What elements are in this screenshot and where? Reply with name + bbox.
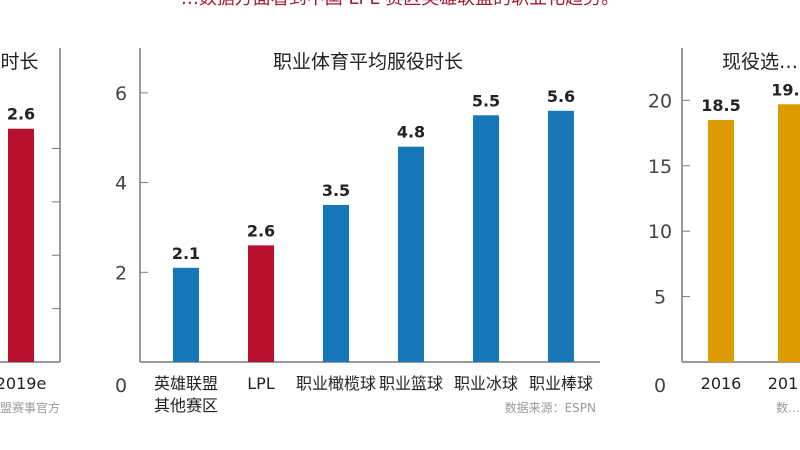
middle-bar (548, 110, 574, 362)
chart-left: …时长 2019e 2.6 …盟赛事官方 (0, 48, 61, 415)
middle-ytick-label: 4 (115, 173, 127, 195)
middle-ytick-label: 0 (115, 375, 127, 397)
right-ytick-label: 20 (648, 90, 672, 112)
middle-value-label: 5.5 (472, 91, 500, 110)
middle-xtick-label: 职业篮球 (379, 374, 443, 393)
right-value-label: 19.7 (771, 80, 800, 99)
middle-bar (173, 267, 199, 362)
right-value-label: 18.5 (701, 96, 740, 115)
middle-source: 数据来源：ESPN (505, 400, 596, 415)
middle-xtick-label: 英雄联盟 (154, 374, 218, 393)
right-source: 数… (776, 400, 800, 415)
chart-right: 现役选… 0 5 10 15 20 2016 18.5 201… 19.7 数… (648, 48, 800, 415)
middle-value-label: 5.6 (547, 87, 575, 106)
right-ytick-label: 15 (648, 156, 672, 178)
left-source: …盟赛事官方 (0, 400, 60, 415)
left-value-label: 2.6 (7, 105, 35, 124)
middle-value-label: 2.6 (247, 221, 275, 240)
left-title: …时长 (0, 51, 39, 73)
middle-bar (323, 205, 349, 362)
left-xtick-label: 2019e (0, 374, 46, 393)
right-bar (708, 119, 734, 362)
middle-value-label: 4.8 (397, 123, 425, 142)
middle-bar (248, 245, 274, 362)
right-ytick-label: 10 (648, 221, 672, 243)
right-xtick-label: 2016 (701, 374, 742, 393)
right-bar (778, 104, 800, 362)
middle-ytick-label: 6 (115, 83, 127, 105)
middle-value-label: 2.1 (172, 244, 200, 263)
right-ytick-label: 5 (654, 287, 666, 309)
middle-xtick-label: 其他赛区 (154, 396, 218, 415)
middle-xtick-label: 职业橄榄球 (296, 374, 376, 393)
middle-xtick-label: 职业棒球 (529, 374, 593, 393)
middle-title: 职业体育平均服役时长 (273, 51, 463, 73)
left-bar (8, 128, 34, 362)
middle-bar (398, 146, 424, 362)
right-title: 现役选… (722, 51, 798, 73)
middle-ytick-label: 2 (115, 262, 127, 284)
middle-xtick-label: 职业冰球 (454, 374, 518, 393)
middle-value-label: 3.5 (322, 181, 350, 200)
middle-bar (473, 115, 499, 363)
header-caption: …数据方面看到中国 LPL 赛区英雄联盟的职业化趋势。 (0, 0, 800, 8)
right-ytick-label: 0 (654, 375, 666, 397)
right-xtick-label: 201… (768, 374, 800, 393)
middle-xtick-label: LPL (247, 374, 275, 393)
